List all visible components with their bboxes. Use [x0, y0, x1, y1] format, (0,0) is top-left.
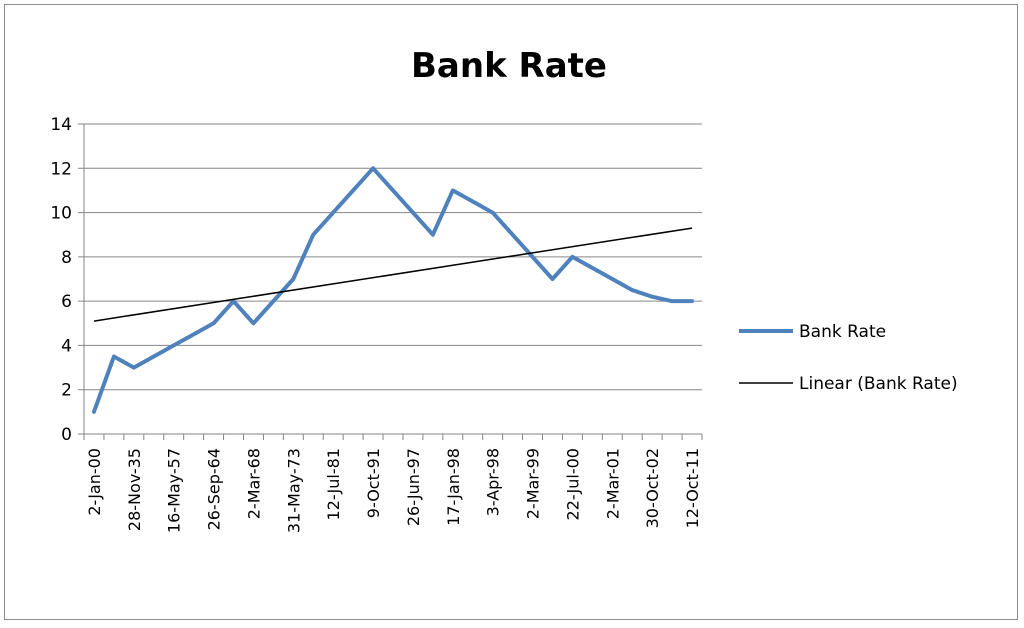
x-tick-label: 12-Jul-81	[324, 448, 343, 520]
x-tick-label: 9-Oct-91	[364, 448, 383, 518]
y-tick-label: 0	[61, 425, 72, 445]
y-tick-label: 10	[50, 204, 72, 224]
y-tick-label: 6	[61, 292, 72, 312]
x-tick-label: 26-Jun-97	[404, 448, 423, 526]
x-tick-label: 2-Mar-99	[524, 448, 543, 519]
y-tick-label: 12	[50, 159, 72, 179]
x-tick-label: 2-Jan-00	[85, 448, 104, 516]
legend-label-bank-rate: Bank Rate	[799, 322, 886, 342]
y-tick-label: 14	[50, 115, 72, 135]
bank-rate-chart: Bank Rate 0 2 4 6 8 10 12 14 2-Jan-00 28-Nov-35 1…	[50, 46, 958, 533]
series-lines	[91, 166, 695, 414]
y-tick-label: 2	[61, 381, 72, 401]
x-tick-label: 22-Jul-00	[563, 448, 582, 520]
chart-title: Bank Rate	[411, 46, 607, 86]
x-tick-label: 16-May-57	[165, 448, 184, 533]
grid-lines	[84, 123, 702, 435]
y-tick-label: 4	[61, 336, 72, 356]
legend-label-linear: Linear (Bank Rate)	[799, 374, 958, 394]
x-tick-label: 3-Apr-98	[484, 448, 503, 516]
bank-rate-line	[91, 166, 695, 414]
x-tick-label: 12-Oct-11	[683, 448, 702, 528]
x-tick-label: 26-Sep-64	[205, 448, 224, 530]
x-tick-label: 2-Mar-68	[244, 448, 263, 519]
x-tick-label: 17-Jan-98	[444, 448, 463, 526]
x-tick-label: 30-Oct-02	[643, 448, 662, 528]
x-axis-ticks: 2-Jan-00 28-Nov-35 16-May-57 26-Sep-64 2-Mar…	[85, 448, 702, 533]
y-axis-ticks: 0 2 4 6 8 10 12 14	[50, 115, 72, 445]
y-tick-label: 8	[61, 248, 72, 268]
x-tick-label: 2-Mar-01	[603, 448, 622, 519]
x-tick-label: 31-May-73	[284, 448, 303, 533]
linear-trend-line	[93, 227, 693, 322]
axes	[78, 123, 703, 440]
legend: Bank Rate Linear (Bank Rate)	[739, 322, 958, 394]
chart-frame: Bank Rate 0 2 4 6 8 10 12 14 2-Jan-00 28-Nov-35 1…	[4, 4, 1018, 620]
x-tick-label: 28-Nov-35	[125, 448, 144, 531]
